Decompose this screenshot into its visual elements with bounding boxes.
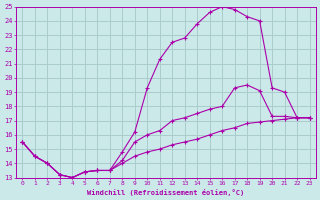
X-axis label: Windchill (Refroidissement éolien,°C): Windchill (Refroidissement éolien,°C) [87, 189, 244, 196]
